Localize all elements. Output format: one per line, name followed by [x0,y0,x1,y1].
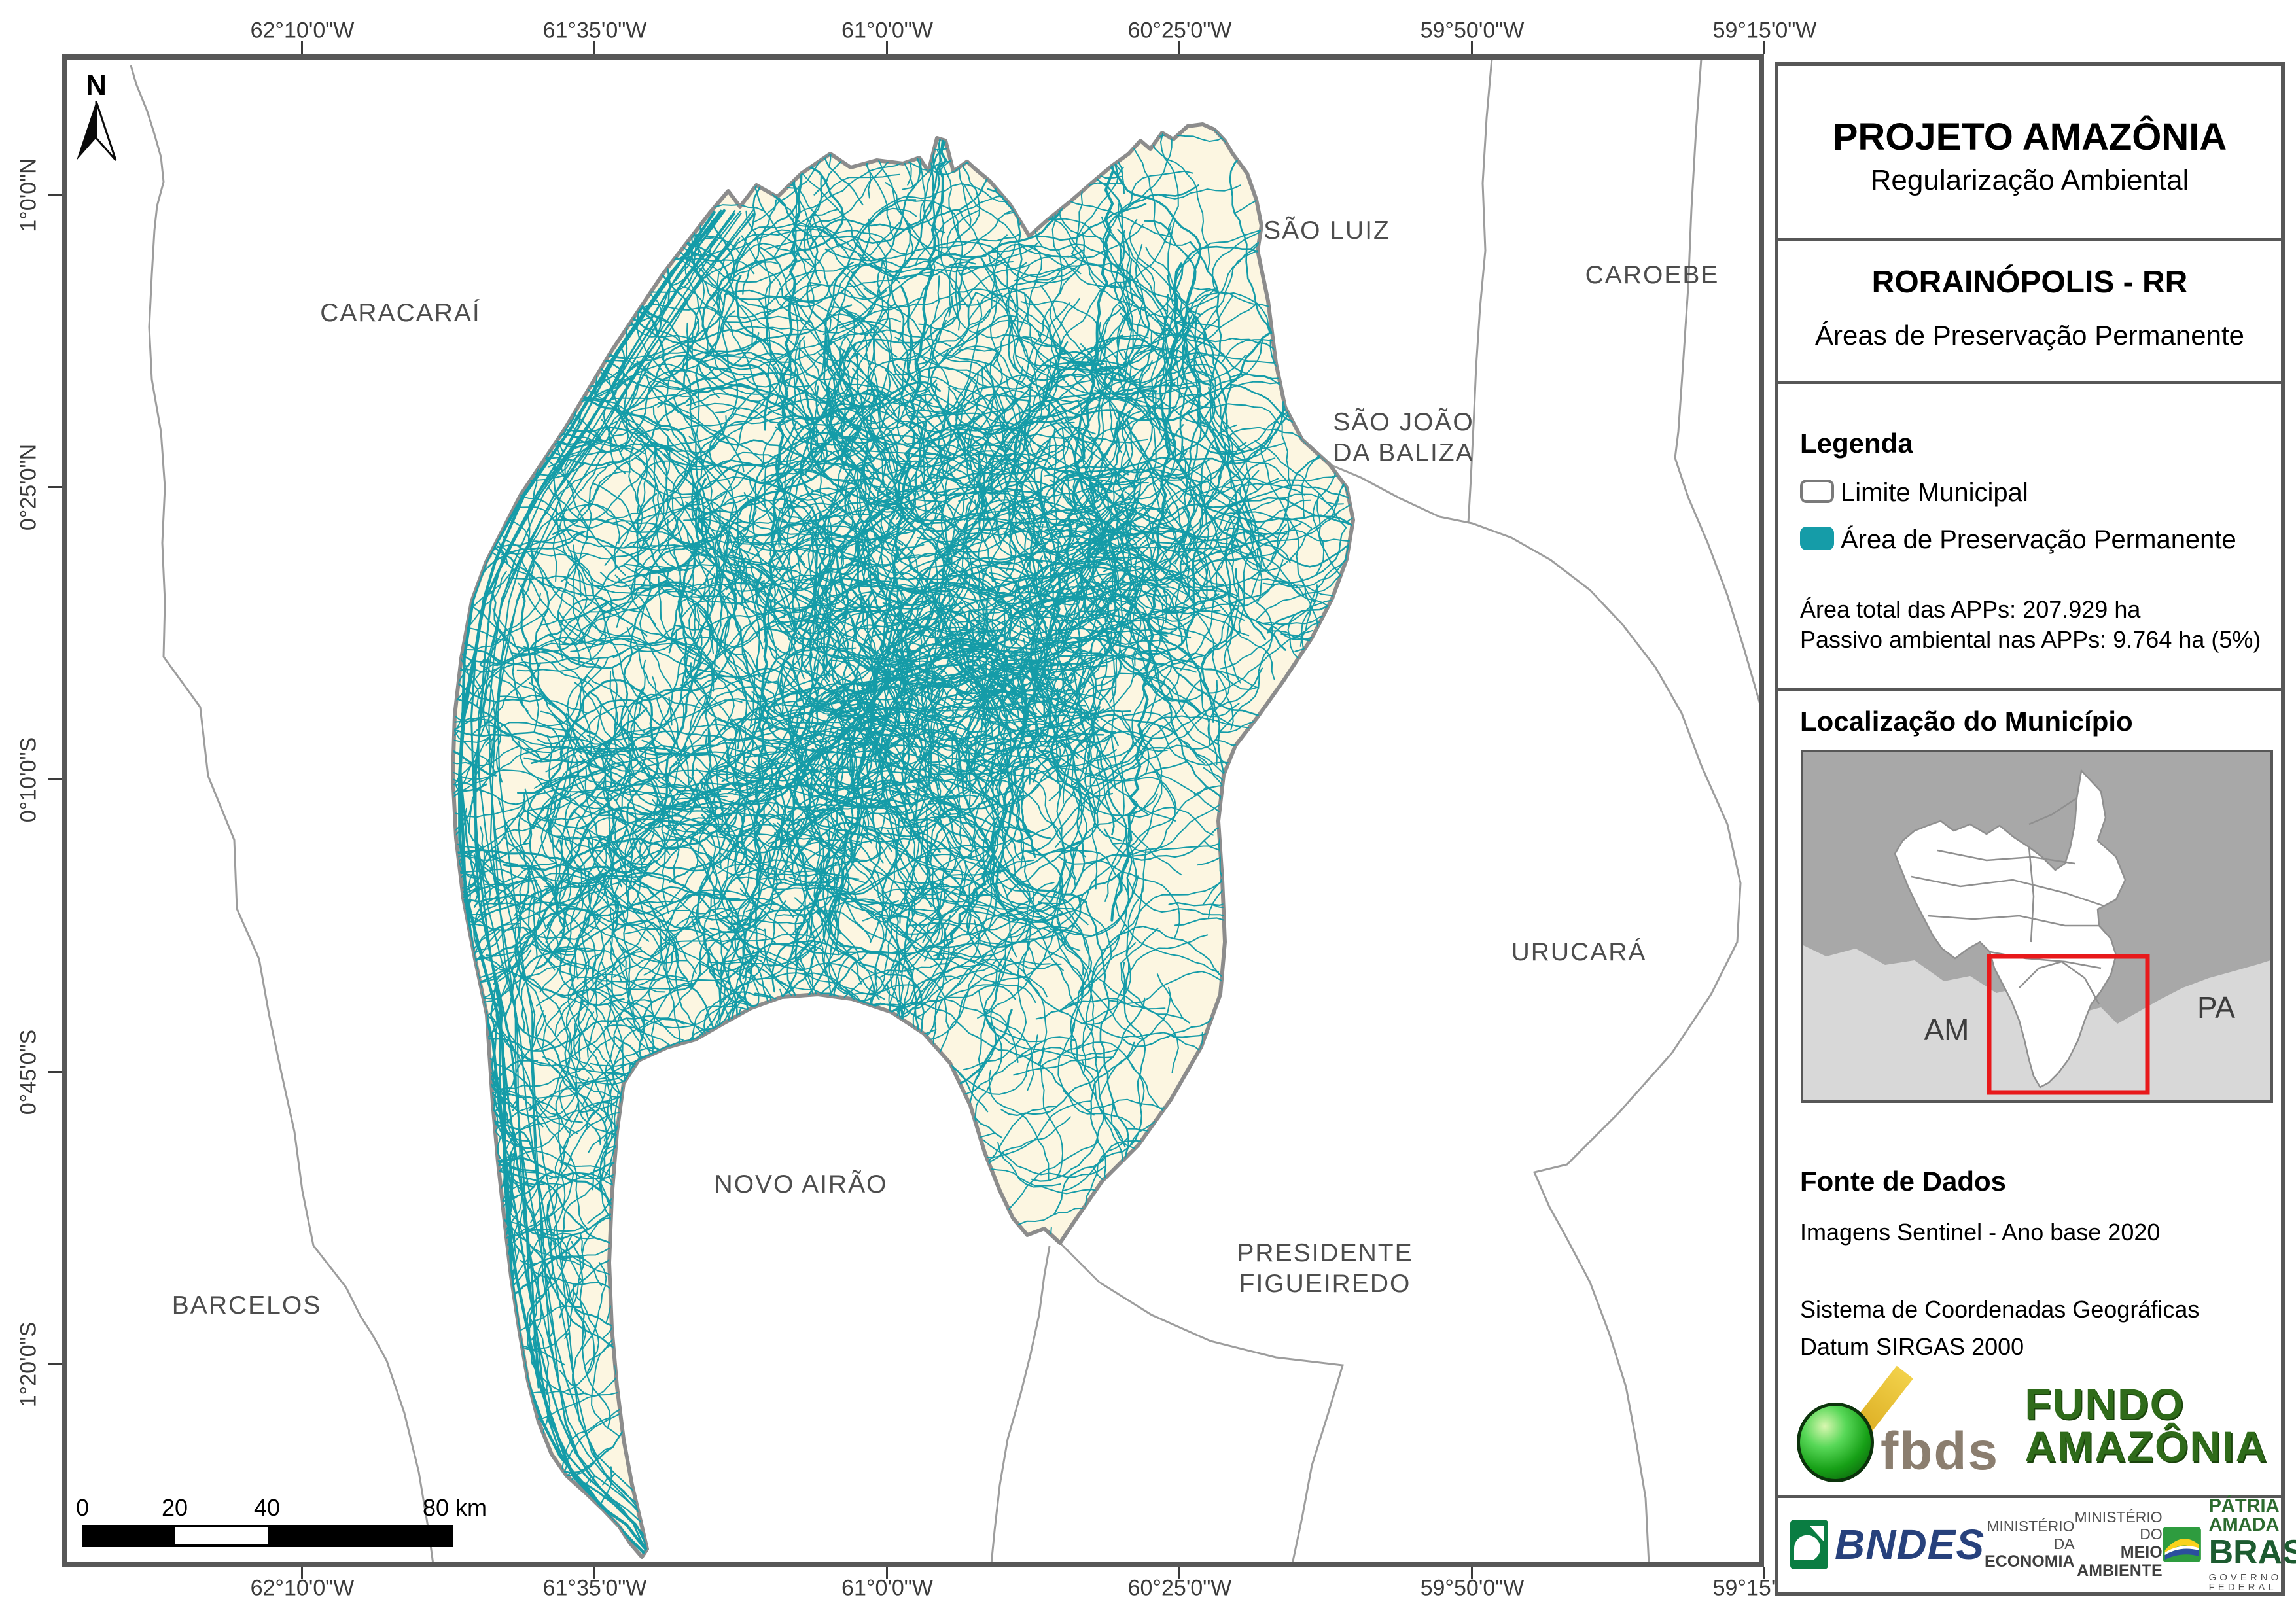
location-inset-map: AM PA [1801,750,2273,1103]
top-axis-label: 59°15'0"W [1712,18,1817,43]
legend-label-app: Área de Preservação Permanente [1841,525,2236,554]
left-axis-label: 0°10'0"S [16,737,41,823]
app-total-stat: Área total das APPs: 207.929 ha [1800,596,2141,623]
inset-map-canvas: AM PA [1803,769,2270,1100]
city-label-sao-luiz: SÃO LUIZ [1263,217,1390,245]
map-canvas: CARACARAÍ SÃO LUIZ CAROEBE SÃO JOÃO DA B… [62,54,1764,1567]
scale-label-40: 40 [254,1494,280,1521]
city-label-caracarai: CARACARAÍ [320,299,481,327]
left-axis-label: 0°45'0"S [16,1029,41,1115]
top-axis-label: 62°10'0"W [250,18,355,43]
ministerio-economia-line1: MINISTÉRIO DA [1987,1518,2075,1552]
map-frame-border [62,54,1764,1567]
top-axis-label: 59°50'0"W [1420,18,1525,43]
city-label-presidente-2: FIGUEIREDO [1239,1270,1411,1298]
bottom-axis-label: 60°25'0"W [1127,1575,1232,1601]
neighbor-boundaries [130,58,1764,1565]
source-line-1: Imagens Sentinel - Ano base 2020 [1800,1219,2161,1246]
inset-label-pa: PA [2197,990,2235,1024]
left-axis-label: 0°25'0"N [16,444,41,531]
municipality-title: RORAINÓPOLIS - RR [1871,265,2188,300]
city-label-sao-joao-2: DA BALIZA [1333,439,1474,467]
top-axis-label: 61°0'0"W [841,18,933,43]
left-axis-label: 1°20'0"S [16,1321,41,1408]
left-axis-label: 1°0'0"N [16,158,41,232]
ministerio-meio-ambiente-logo: MINISTÉRIO DO MEIO AMBIENTE [2075,1509,2163,1580]
source-line-3: Datum SIRGAS 2000 [1800,1333,2024,1360]
brasil-text: BRASIL [2208,1533,2296,1571]
scale-label-20: 20 [162,1494,188,1521]
bndes-logo: BNDES [1790,1520,1985,1569]
ministerio-economia-line2: ECONOMIA [1985,1552,2075,1571]
governo-federal-logo: PÁTRIA AMADA BRASIL GOVERNO FEDERAL [2162,1495,2296,1594]
ministerio-meio-ambiente-line1: MINISTÉRIO DO [2074,1508,2163,1543]
bottom-axis-label: 62°10'0"W [250,1575,355,1601]
bndes-logo-text: BNDES [1835,1521,1985,1568]
ministerio-economia-logo: MINISTÉRIO DA ECONOMIA [1985,1518,2075,1571]
legend-label-limite-municipal: Limite Municipal [1841,478,2028,507]
ministerio-meio-ambiente-line2: MEIO AMBIENTE [2077,1543,2163,1580]
source-heading: Fonte de Dados [1800,1166,2007,1196]
brasil-flag-icon [2162,1527,2201,1562]
city-label-novo-airao: NOVO AIRÃO [715,1170,888,1198]
scale-label-0: 0 [76,1494,89,1521]
bndes-icon [1790,1520,1828,1569]
project-subtitle: Regularização Ambiental [1870,164,2189,196]
app-passivo-stat: Passivo ambiental nas APPs: 9.764 ha (5%… [1800,626,2261,653]
bottom-axis-label: 61°35'0"W [542,1575,647,1601]
city-label-caroebe: CAROEBE [1585,261,1720,289]
fbds-logo-text: fbds [1881,1422,2000,1481]
bottom-axis-label: 61°0'0"W [841,1575,933,1601]
partner-logos-row: fbds FUNDO AMAZÔNIA [1792,1365,2268,1486]
fbds-sphere-icon [1797,1403,1874,1482]
fundo-amazonia-logo: FUNDO AMAZÔNIA [2024,1379,2268,1471]
location-heading: Localização do Município [1800,706,2133,737]
scale-bar: 0 20 40 80 km [76,1494,487,1547]
legend-swatch-limite-municipal [1800,480,1834,503]
city-label-barcelos: BARCELOS [172,1291,321,1319]
legend-swatch-app [1800,527,1834,550]
city-labels: CARACARAÍ SÃO LUIZ CAROEBE SÃO JOÃO DA B… [172,217,1720,1319]
map-theme-title: Áreas de Preservação Permanente [1814,320,2245,351]
fbds-logo: fbds [1792,1365,1998,1486]
bottom-axis-label: 59°50'0"W [1420,1575,1525,1601]
city-label-sao-joao-1: SÃO JOÃO [1333,408,1474,436]
main-map: CARACARAÍ SÃO LUIZ CAROEBE SÃO JOÃO DA B… [62,54,1764,1567]
city-label-presidente-1: PRESIDENTE [1237,1239,1413,1267]
top-axis-label: 60°25'0"W [1127,18,1232,43]
info-panel: PROJETO AMAZÔNIA Regularização Ambiental… [1775,62,2296,1596]
north-arrow-label: N [86,69,107,101]
fundo-logo-line1: FUNDO [2024,1379,2185,1428]
patria-amada-text: PÁTRIA AMADA [2208,1495,2280,1535]
inset-roraima-state [1894,769,2127,1089]
city-label-urucara: URUCARÁ [1511,938,1647,966]
project-title: PROJETO AMAZÔNIA [1832,116,2227,158]
fundo-logo-line2: AMAZÔNIA [2024,1422,2268,1471]
legend-heading: Legenda [1800,428,1913,459]
red-extent-box [1987,954,2150,1095]
source-line-2: Sistema de Coordenadas Geográficas [1800,1296,2200,1323]
government-logos-row: BNDES MINISTÉRIO DA ECONOMIA MINISTÉRIO … [1790,1496,2296,1592]
governo-federal-text: GOVERNO FEDERAL [2208,1572,2282,1594]
scale-label-80: 80 km [423,1494,487,1521]
top-axis-label: 61°35'0"W [542,18,647,43]
inset-label-am: AM [1924,1013,1969,1047]
north-arrow-icon: N [77,69,117,161]
